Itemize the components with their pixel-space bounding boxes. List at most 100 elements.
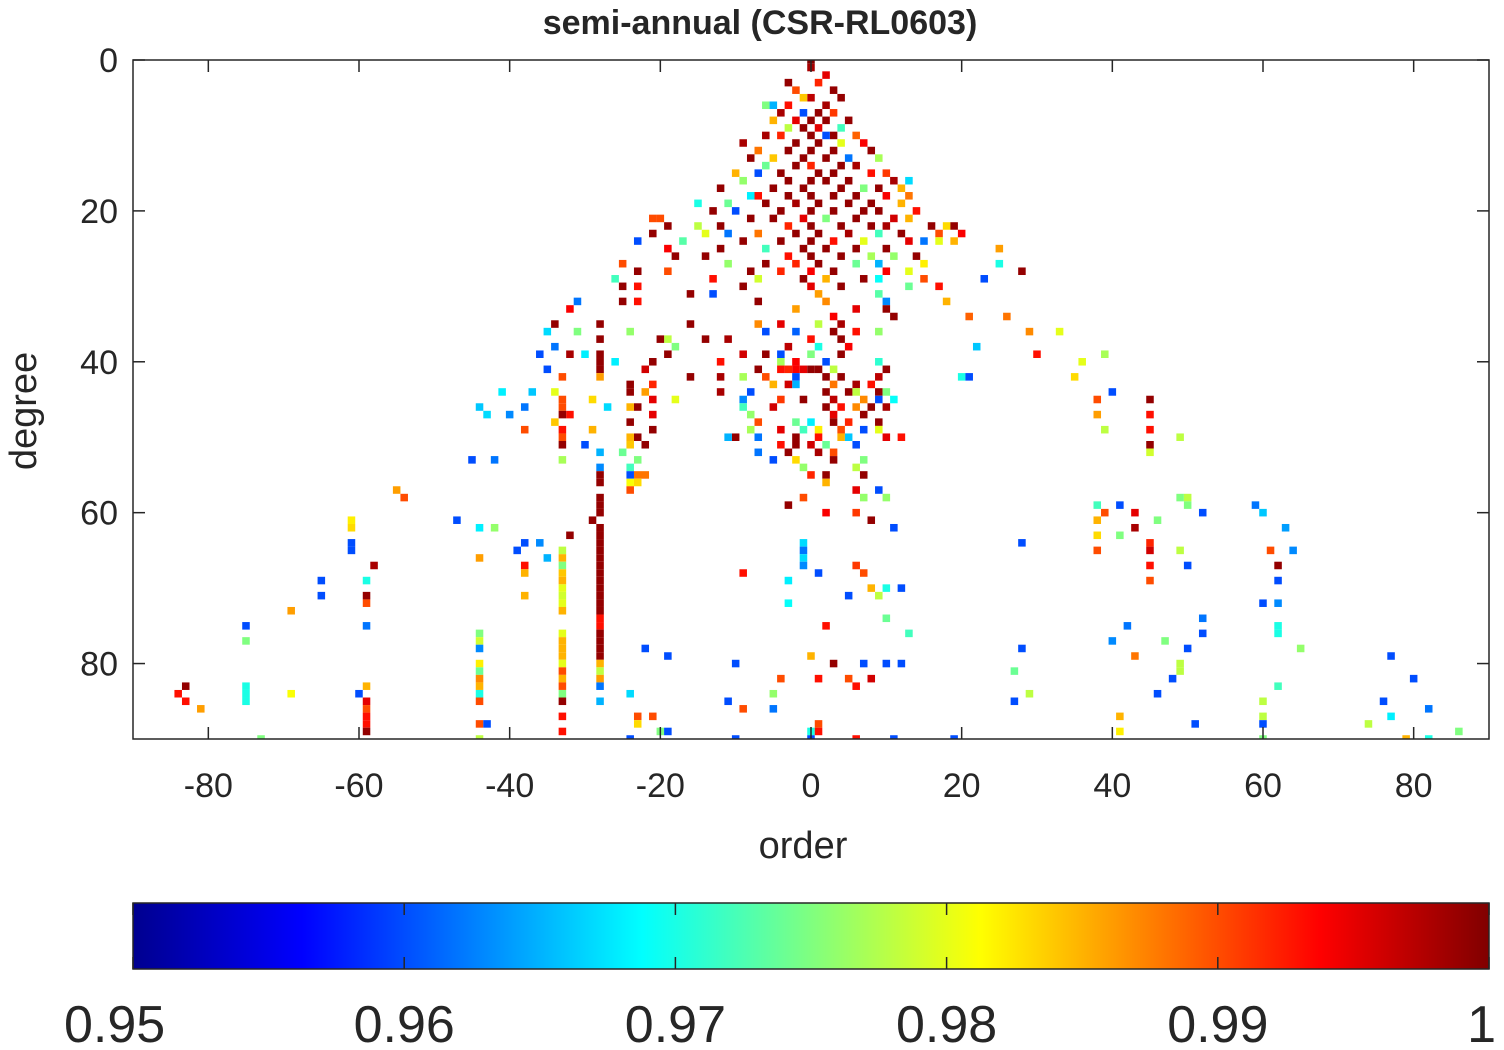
heatmap-cell [558,403,567,411]
heatmap-cell [784,124,793,132]
heatmap-cell [837,425,845,434]
heatmap-cell [724,229,732,238]
heatmap-cell [596,584,604,592]
heatmap-cell [852,327,860,336]
heatmap-cell [1259,712,1267,721]
heatmap-cell [558,591,567,600]
x-tick-label: 20 [943,767,981,805]
heatmap-cell [837,124,845,132]
heatmap-cell [814,342,823,351]
heatmap-cell [829,267,838,276]
heatmap-cell [837,403,845,411]
heatmap-cell [754,146,763,155]
heatmap-cell [920,259,928,268]
heatmap-cell [784,252,793,260]
heatmap-cell [942,222,951,230]
heatmap-cell [242,697,250,706]
heatmap-cell [626,380,634,389]
heatmap-cell [792,305,800,313]
heatmap-cell [1018,644,1026,653]
heatmap-cell [362,712,371,721]
heatmap-cell [558,667,567,675]
heatmap-cell [852,388,860,396]
heatmap-cell [935,229,943,238]
heatmap-cell [905,267,913,276]
heatmap-cell [852,508,860,517]
heatmap-cell [807,652,815,660]
heatmap-cell [1146,425,1154,434]
heatmap-cell [475,644,484,653]
heatmap-cell [777,440,785,449]
heatmap-cell [882,192,891,200]
heatmap-cell [618,448,627,457]
heatmap-cell [890,523,898,532]
heatmap-cell [257,735,265,739]
heatmap-cell [965,373,973,381]
heatmap-cell [814,229,823,238]
heatmap-cell [875,290,883,298]
heatmap-cell [558,569,567,577]
heatmap-cell [769,214,778,223]
heatmap-cell [852,305,860,313]
heatmap-cell [822,244,830,253]
heatmap-cell [558,373,567,381]
heatmap-cell [859,395,868,404]
heatmap-cell [754,365,763,374]
heatmap-cell [1093,501,1102,509]
heatmap-cell [792,440,800,449]
heatmap-cell [754,297,763,306]
heatmap-cell [844,418,853,426]
heatmap-cell [1078,358,1086,366]
heatmap-cell [588,425,597,434]
heatmap-cell [769,456,778,464]
heatmap-cell [656,335,665,343]
heatmap-cell [769,101,778,110]
heatmap-cell [1274,682,1282,690]
heatmap-cell [792,116,800,125]
heatmap-cell [814,448,823,457]
heatmap-cell [762,259,770,268]
heatmap-cell [890,735,898,739]
heatmap-cell [905,214,913,223]
heatmap-cell [362,591,371,600]
heatmap-cell [596,373,604,381]
heatmap-cell [174,689,182,698]
heatmap-cell [837,252,845,260]
heatmap-cell [543,554,552,562]
heatmap-cell [633,267,642,276]
heatmap-cell [905,176,913,185]
x-tick-label: 60 [1244,767,1282,805]
heatmap-cell [897,184,906,193]
heatmap-cell [543,327,552,336]
heatmap-cell [822,358,830,366]
heatmap-cell [1409,674,1418,683]
heatmap-cell [905,629,913,638]
heatmap-cell [475,667,484,675]
heatmap-cell [799,493,808,502]
heatmap-cell [762,199,770,208]
heatmap-cell [596,448,604,457]
heatmap-cell [641,388,650,396]
heatmap-cell [242,682,250,690]
heatmap-cell [596,576,604,585]
heatmap-cell [596,697,604,706]
heatmap-cell [792,327,800,336]
heatmap-cell [596,599,604,607]
heatmap-cell [1131,523,1139,532]
heatmap-cell [731,169,740,177]
heatmap-cell [867,674,876,683]
heatmap-cell [633,712,642,721]
heatmap-cell [633,237,642,245]
heatmap-cell [1183,493,1192,502]
heatmap-cell [1387,712,1395,721]
heatmap-cell [573,297,582,306]
heatmap-cell [829,418,838,426]
heatmap-cell [852,403,860,411]
heatmap-cell [596,674,604,683]
heatmap-cell [777,109,785,117]
heatmap-cell [792,86,800,94]
heatmap-cell [558,554,567,562]
heatmap-cell [1176,493,1184,502]
heatmap-cell [558,644,567,653]
heatmap-cell [626,689,634,698]
